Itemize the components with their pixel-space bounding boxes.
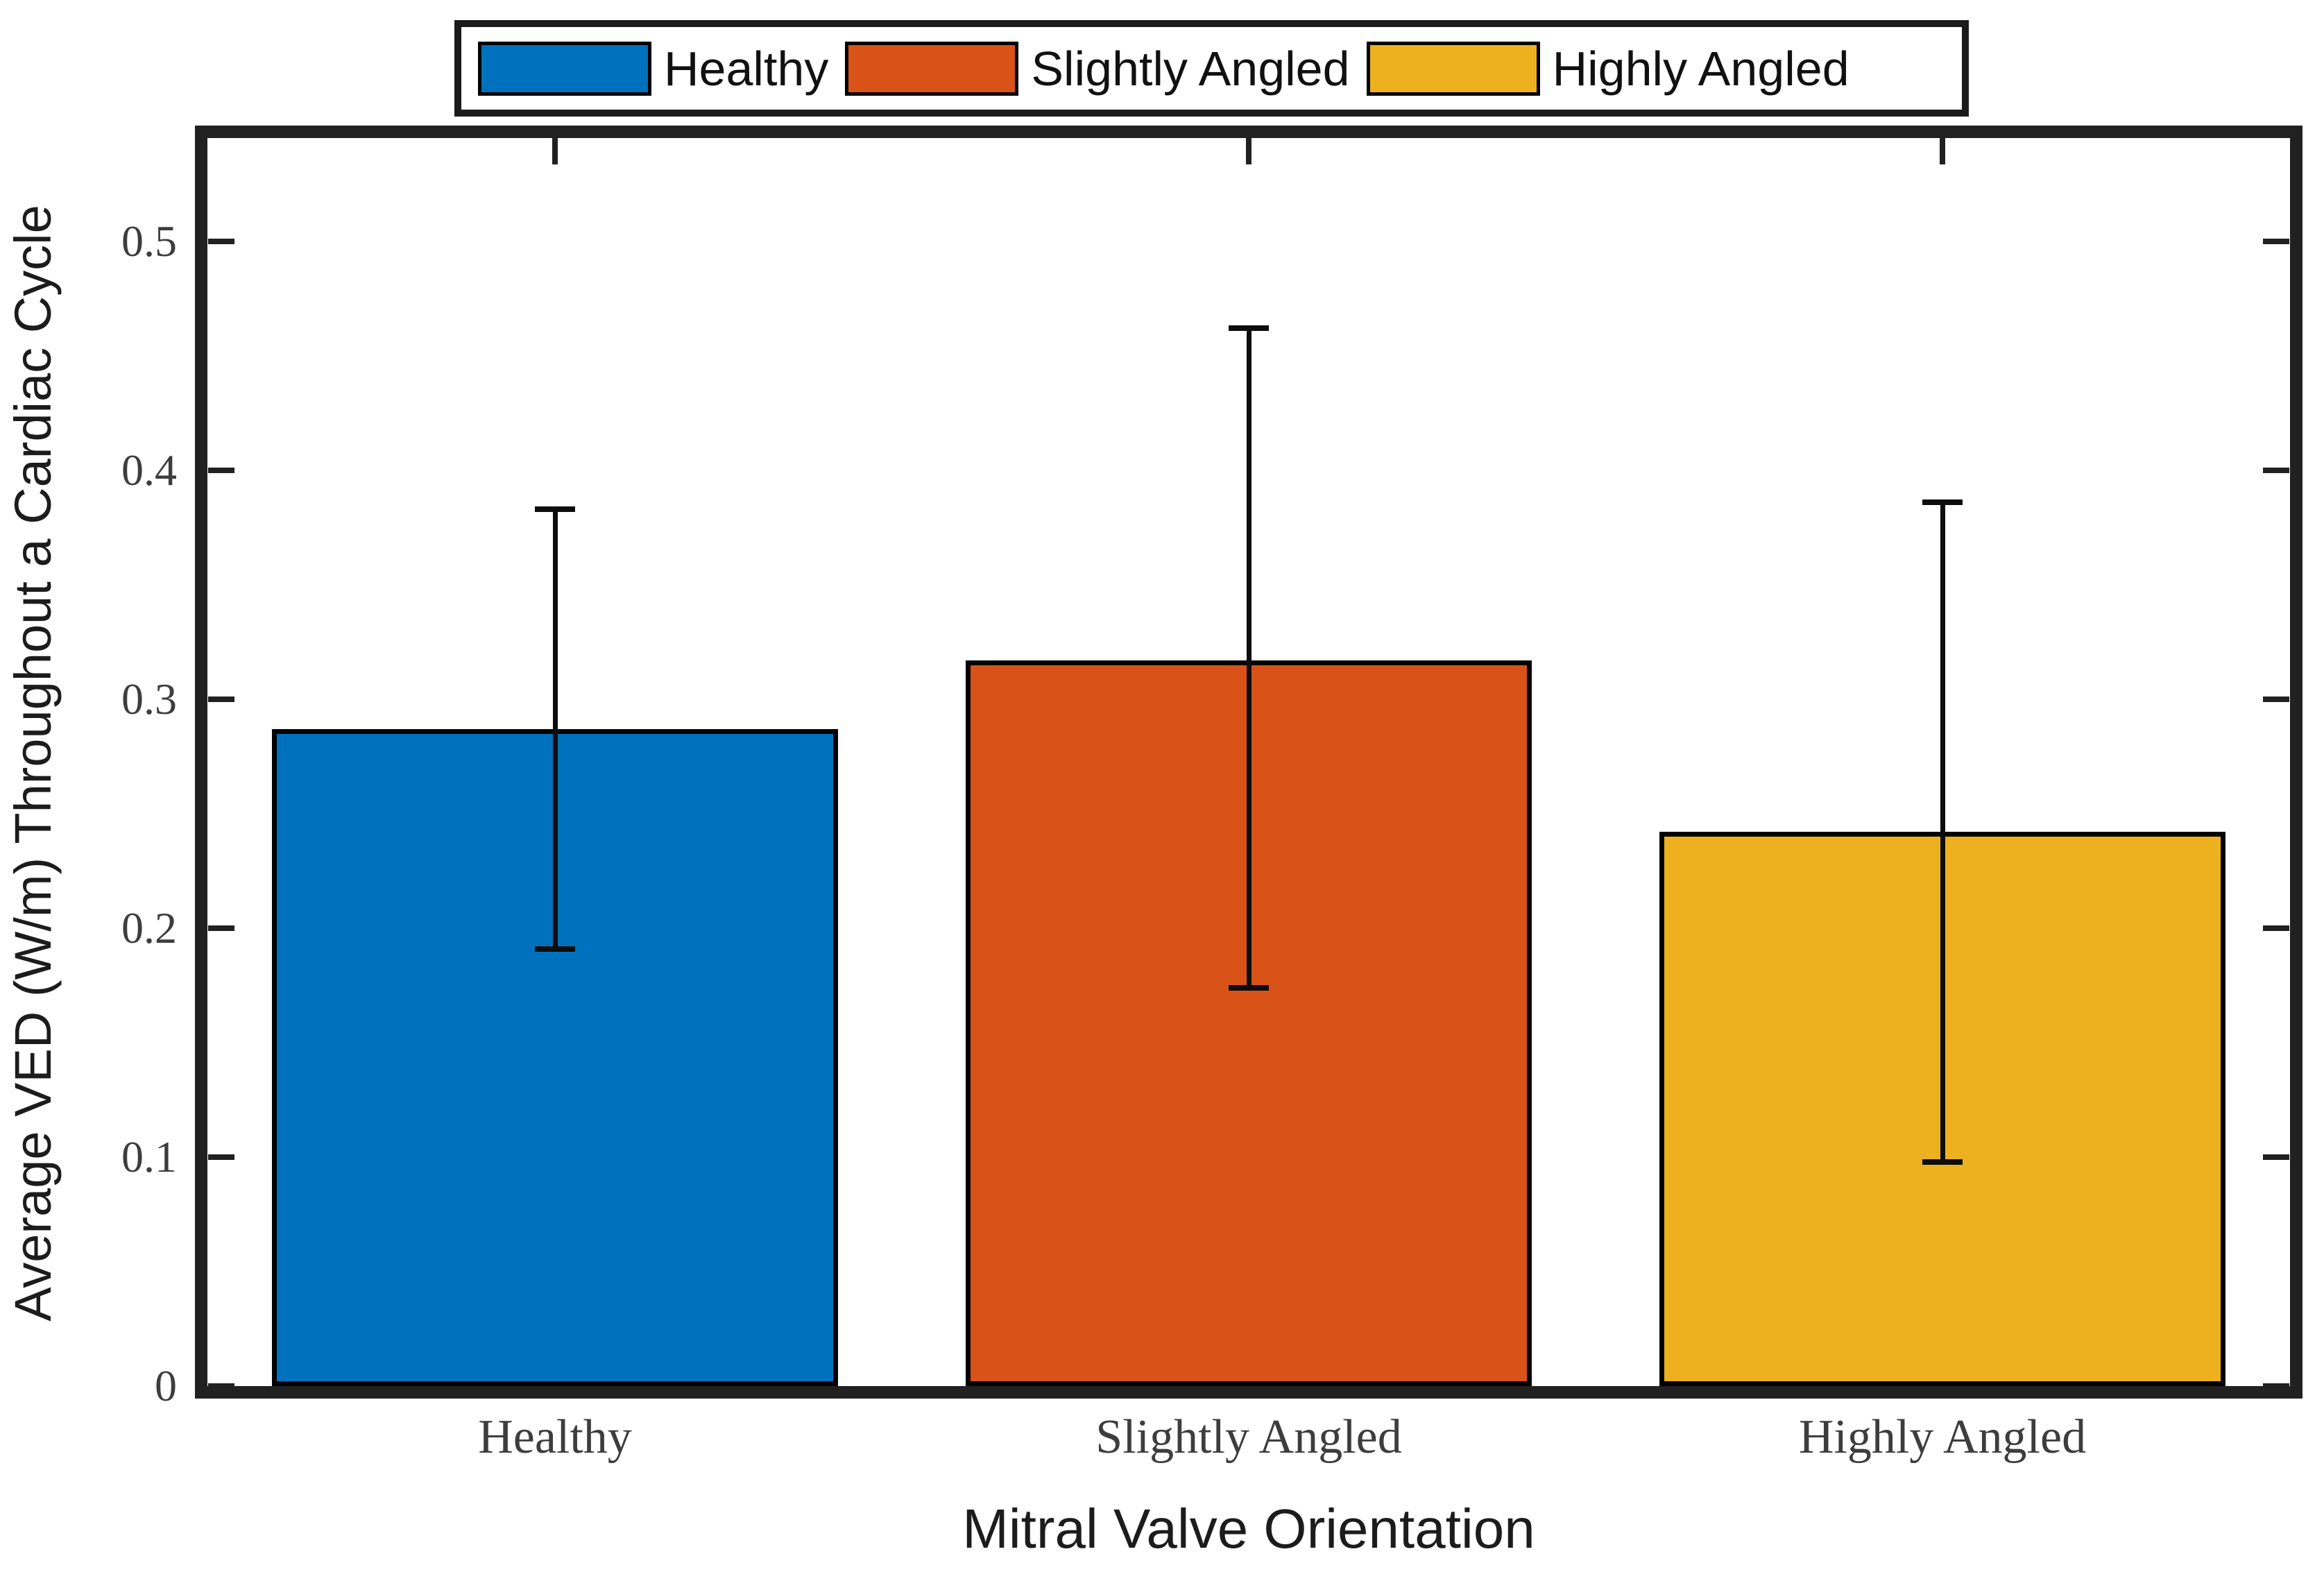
y-tick-left (208, 468, 234, 473)
y-tick-left (208, 239, 234, 244)
error-bar-line-healthy (552, 509, 558, 949)
error-bar-cap-top-highly-angled (1922, 499, 1963, 506)
x-tick-top (1940, 138, 1945, 164)
legend-label-healthy: Healthy (664, 41, 829, 96)
x-axis-label: Mitral Valve Orientation (962, 1498, 1535, 1560)
x-tick-label: Slightly Angled (1095, 1410, 1402, 1464)
plot-area-box (195, 126, 2302, 1399)
error-bar-cap-top-slightly-angled (1229, 325, 1269, 332)
y-tick-right (2263, 1383, 2289, 1389)
y-tick-label: 0.5 (121, 216, 177, 266)
y-tick-right (2263, 239, 2289, 244)
legend-swatch-slightly-angled (845, 41, 1019, 96)
y-tick-right (2263, 925, 2289, 931)
y-tick-label: 0.2 (121, 903, 177, 952)
error-bar-cap-bottom-slightly-angled (1229, 984, 1269, 991)
y-tick-label: 0.1 (121, 1132, 177, 1181)
legend-label-slightly-angled: Slightly Angled (1031, 41, 1350, 96)
legend: Healthy Slightly Angled Highly Angled (454, 20, 1969, 117)
y-tick-label: 0.3 (121, 674, 177, 724)
legend-label-highly-angled: Highly Angled (1552, 41, 1849, 96)
y-tick-label: 0.4 (121, 445, 177, 495)
error-bar-line-highly-angled (1940, 502, 1945, 1162)
y-tick-left (208, 925, 234, 931)
legend-swatch-highly-angled (1366, 41, 1540, 96)
legend-entry-healthy: Healthy (478, 41, 828, 96)
error-bar-line-slightly-angled (1246, 328, 1251, 988)
legend-entry-highly-angled: Highly Angled (1366, 41, 1849, 96)
y-tick-right (2263, 468, 2289, 473)
error-bar-cap-bottom-healthy (535, 946, 575, 952)
x-tick-top (552, 138, 558, 164)
y-tick-right (2263, 1154, 2289, 1160)
y-tick-left (208, 697, 234, 702)
x-tick-label: Highly Angled (1798, 1410, 2087, 1464)
x-tick-label: Healthy (478, 1410, 632, 1464)
legend-entry-slightly-angled: Slightly Angled (845, 41, 1350, 96)
y-tick-right (2263, 697, 2289, 702)
y-tick-label: 0 (155, 1361, 177, 1410)
error-bar-cap-bottom-highly-angled (1922, 1159, 1963, 1165)
y-tick-left (208, 1154, 234, 1160)
error-bar-cap-top-healthy (535, 506, 575, 513)
y-tick-left (208, 1383, 234, 1389)
legend-swatch-healthy (478, 41, 651, 96)
x-tick-top (1246, 138, 1251, 164)
